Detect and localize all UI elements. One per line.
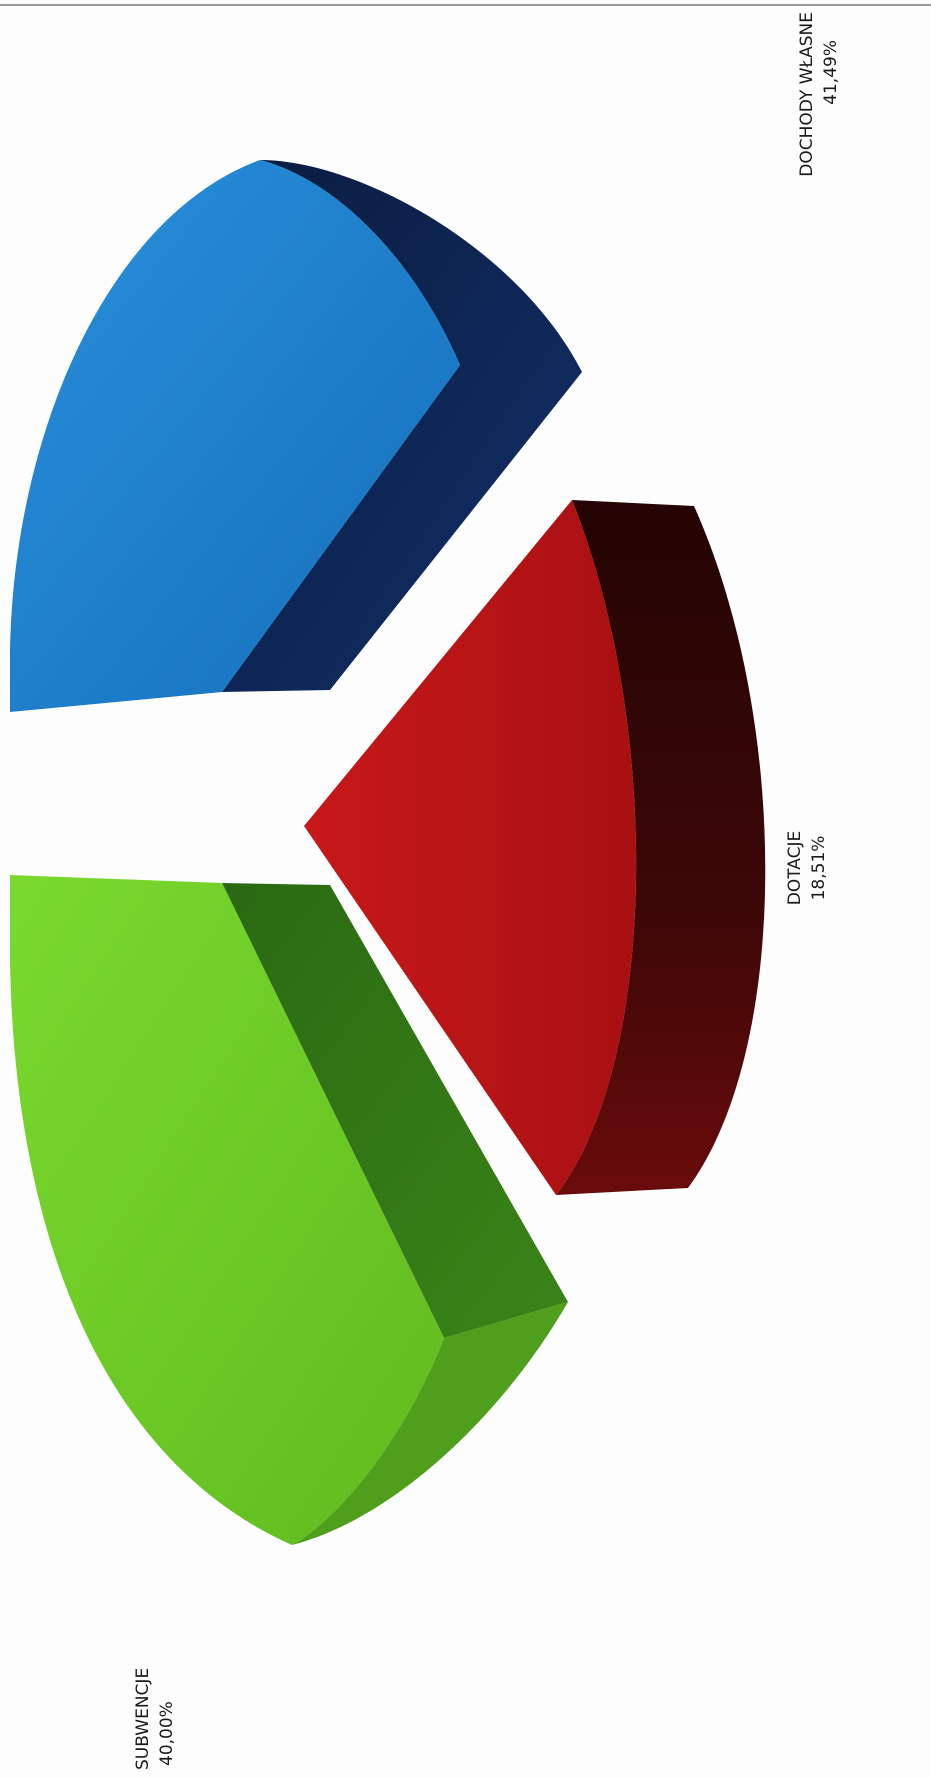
- label-dochody-wlasne: DOCHODY WŁASNE 41,49%: [797, 12, 841, 177]
- slice-subwencje-side-cut: [222, 883, 568, 1338]
- label-subwencje-name: SUBWENCJE: [133, 1668, 153, 1770]
- slice-dochody-wlasne-side: [222, 160, 582, 692]
- label-subwencje: SUBWENCJE 40,00%: [133, 1668, 177, 1770]
- label-subwencje-value: 40,00%: [157, 1701, 177, 1766]
- label-dotacje-value: 18,51%: [809, 836, 829, 901]
- scan-border: [0, 4, 931, 6]
- label-dotacje: DOTACJE 18,51%: [785, 831, 829, 906]
- slice-dotacje: [304, 500, 766, 1195]
- slice-subwencje: [10, 875, 568, 1545]
- label-dochody-wlasne-value: 41,49%: [821, 40, 841, 105]
- slice-dotacje-side: [556, 500, 766, 1195]
- label-dochody-wlasne-name: DOCHODY WŁASNE: [797, 12, 817, 177]
- label-dotacje-name: DOTACJE: [785, 831, 805, 906]
- slice-subwencje-side-rim: [292, 1302, 568, 1545]
- slice-subwencje-top: [10, 875, 444, 1545]
- slice-dochody-wlasne: [10, 160, 582, 712]
- slice-dotacje-top: [304, 500, 637, 1195]
- slice-dochody-wlasne-top: [10, 160, 460, 712]
